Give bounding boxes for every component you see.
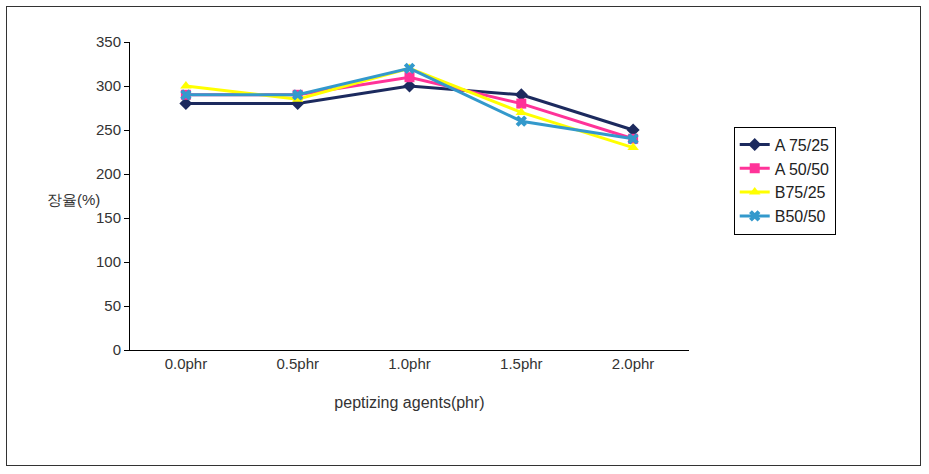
svg-text:0.0phr: 0.0phr [165,355,208,372]
svg-text:A 75/25: A 75/25 [775,137,829,154]
svg-text:장율(%): 장율(%) [47,191,100,208]
svg-text:250: 250 [96,121,121,138]
svg-text:B75/25: B75/25 [775,184,826,201]
svg-text:1.5phr: 1.5phr [500,355,543,372]
svg-text:150: 150 [96,209,121,226]
svg-text:A 50/50: A 50/50 [775,161,829,178]
svg-text:0.5phr: 0.5phr [276,355,319,372]
svg-text:50: 50 [104,297,121,314]
svg-text:B50/50: B50/50 [775,208,826,225]
svg-text:300: 300 [96,77,121,94]
svg-text:2.0phr: 2.0phr [612,355,655,372]
svg-text:200: 200 [96,165,121,182]
svg-text:100: 100 [96,253,121,270]
svg-text:0: 0 [113,341,121,358]
svg-text:peptizing agents(phr): peptizing agents(phr) [334,394,484,411]
svg-text:350: 350 [96,33,121,50]
svg-text:1.0phr: 1.0phr [388,355,431,372]
